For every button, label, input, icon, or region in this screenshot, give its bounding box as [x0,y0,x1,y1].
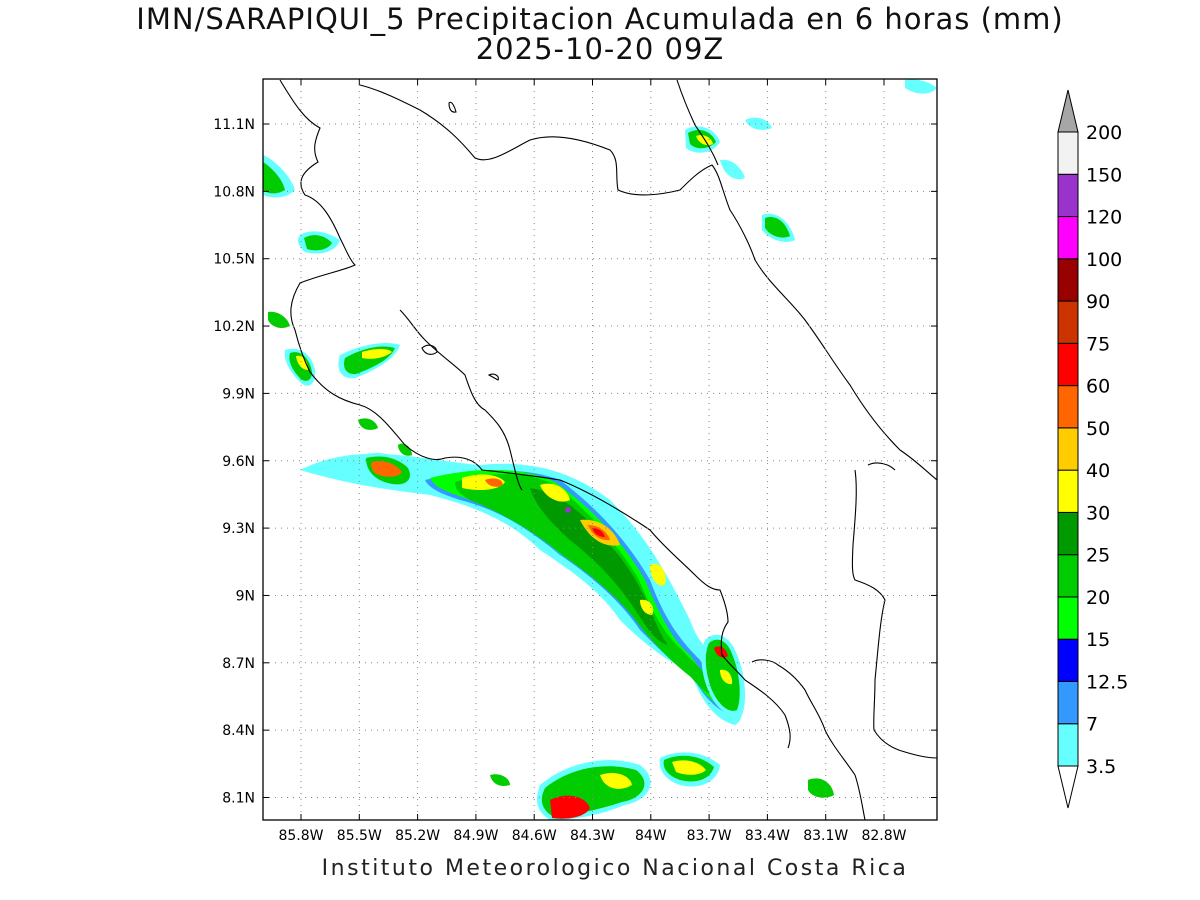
colorbar-swatch [1057,596,1079,640]
lat-tick-label: 9N [236,588,255,604]
lat-tick-label: 8.4N [222,723,255,739]
colorbar-label: 50 [1086,418,1110,440]
lat-tick-label: 8.7N [222,656,255,672]
colorbar-label: 12.5 [1086,671,1128,693]
colorbar-label: 100 [1086,249,1122,271]
lon-tick-label: 83.1W [803,828,848,844]
rain-cell-gulf-nicoya [358,418,415,489]
lon-tick-label: 83.4W [745,828,790,844]
colorbar-swatch [1057,680,1079,725]
rain-cell-nicoya [338,343,400,379]
latitude-axis: 11.1N 10.8N 10.5N 10.2N 9.9N 9.6N 9.3N 9N 8.7N 8.… [213,117,937,807]
colorbar-legend: 3.5 7 12.5 15 20 25 30 40 50 60 75 90 100 120 150 200 [1057,89,1128,809]
lat-tick-label: 9.6N [222,454,255,470]
lon-tick-label: 85.8W [278,828,323,844]
colorbar-min-arrow [1057,765,1079,809]
colorbar-label: 150 [1086,164,1122,186]
map-subtitle-datetime: 2025-10-20 09Z [475,32,725,66]
lat-tick-label: 9.9N [222,386,255,402]
lat-tick-label: 9.3N [222,521,255,537]
graticule [263,79,937,820]
colorbar-swatch [1057,258,1079,302]
rain-cell-osa-south [490,752,834,820]
colorbar-label: 120 [1086,207,1122,229]
rain-cell-limon-south [701,634,746,717]
colorbar-swatch [1057,427,1079,471]
map-title: IMN/SARAPIQUI_5 Precipitacion Acumulada … [136,2,1064,36]
lon-tick-label: 85.2W [395,828,440,844]
colorbar-swatch [1057,131,1079,175]
rain-cell-nicoya-west [284,348,316,386]
rain-cell-caribbean [685,79,937,242]
colorbar-swatch [1057,469,1079,513]
colorbar-label: 90 [1086,291,1110,313]
colorbar-swatch [1057,216,1079,260]
lon-tick-label: 83.7W [687,828,732,844]
colorbar-swatch [1057,173,1079,218]
lon-tick-label: 82.8W [861,828,906,844]
colorbar-label: 20 [1086,587,1110,609]
lon-tick-label: 84.9W [453,828,498,844]
lon-tick-label: 85.5W [337,828,382,844]
lon-tick-label: 84W [635,828,667,844]
colorbar-swatch [1057,300,1079,344]
colorbar-label: 3.5 [1086,756,1116,778]
colorbar-swatch [1057,385,1079,429]
coastlines-borders [279,79,937,820]
lat-tick-label: 10.2N [213,319,255,335]
colorbar-swatch [1057,638,1079,682]
colorbar-label: 15 [1086,629,1110,651]
lat-tick-label: 11.1N [213,117,255,133]
map-frame [262,78,938,821]
colorbar-max-arrow [1057,89,1079,133]
lat-tick-label: 8.1N [222,791,255,807]
institution-credit: Instituto Meteorologico Nacional Costa R… [321,856,909,881]
colorbar-label: 30 [1086,502,1110,524]
colorbar-label: 60 [1086,376,1110,398]
rain-cell-north-coast [263,155,340,328]
precipitation-field [263,79,937,820]
colorbar-swatch [1057,723,1079,767]
lat-tick-label: 10.5N [213,252,255,268]
lon-tick-label: 84.6W [512,828,557,844]
colorbar-swatch [1057,342,1079,387]
lat-tick-label: 10.8N [213,184,255,200]
colorbar-label: 7 [1086,714,1098,736]
colorbar-label: 75 [1086,333,1110,355]
colorbar-swatch [1057,554,1079,598]
colorbar-label: 25 [1086,545,1110,567]
longitude-axis: 85.8W 85.5W 85.2W 84.9W 84.6W 84.3W 84W 83.7W 83… [278,79,907,844]
colorbar-swatch [1057,511,1079,556]
colorbar-label: 40 [1086,460,1110,482]
colorbar-label: 200 [1086,122,1122,144]
rain-band-pacific-coast [300,453,744,725]
lon-tick-label: 84.3W [570,828,615,844]
